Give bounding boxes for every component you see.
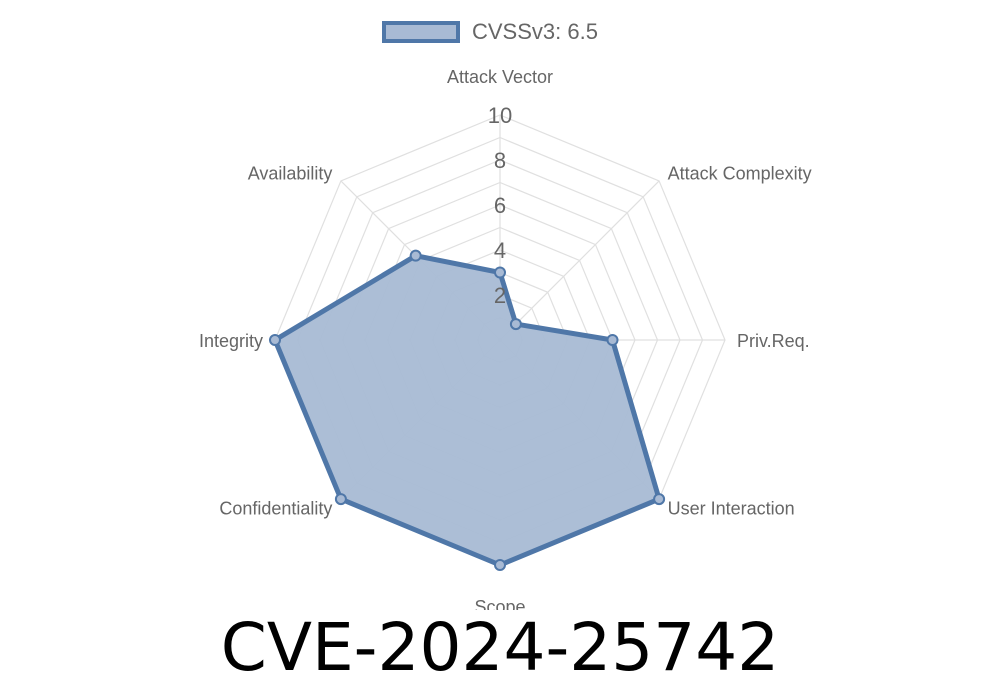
tick-label: 6 — [494, 193, 506, 218]
axis-label: User Interaction — [668, 499, 795, 519]
radar-series — [269, 249, 666, 571]
tick-label: 4 — [494, 238, 506, 263]
axis-label: Attack Vector — [447, 67, 553, 87]
data-point — [509, 318, 522, 331]
axis-label: Availability — [248, 163, 333, 183]
legend-swatch — [382, 21, 460, 43]
data-point — [606, 334, 619, 346]
radar-ticks: 2 4 6 8 10 — [488, 103, 512, 308]
tick-label: 8 — [494, 148, 506, 173]
tick-label: 10 — [488, 103, 512, 128]
data-point — [409, 249, 422, 262]
axis-label: Attack Complexity — [668, 163, 812, 183]
axis-label: Priv.Req. — [737, 331, 810, 351]
radar-plot: 2 4 6 8 10 Attack Vector Attack Complexity Pri… — [199, 67, 812, 610]
data-point — [334, 493, 347, 506]
radar-axis-labels: Attack Vector Attack Complexity Priv.Req. U… — [199, 67, 812, 610]
data-point — [269, 334, 281, 346]
axis-label: Integrity — [199, 331, 263, 351]
data-point — [494, 559, 506, 571]
axis-spoke — [499, 180, 660, 341]
data-point — [494, 266, 506, 279]
page-title: CVE-2024-25742 — [220, 609, 780, 686]
tick-label: 2 — [494, 283, 506, 308]
radar-chart: CVSSv3: 6.5 2 4 6 8 10 Attack Vector Attack C… — [199, 16, 812, 610]
legend-label: CVSSv3: 6.5 — [472, 19, 598, 44]
data-point — [653, 493, 666, 506]
series-area — [272, 253, 662, 568]
chart-legend[interactable]: CVSSv3: 6.5 — [382, 16, 598, 48]
axis-label: Confidentiality — [219, 499, 332, 519]
axis-label: Scope — [474, 597, 525, 610]
